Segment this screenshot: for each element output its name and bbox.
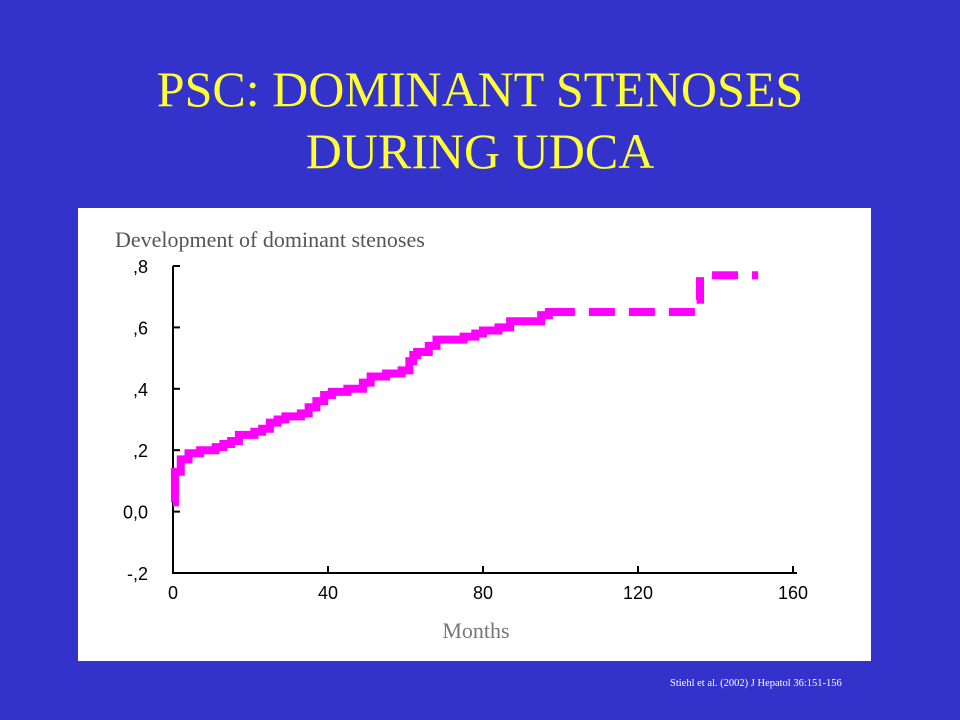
y-tick-label: -,2 [127,564,148,584]
y-tick-label: ,4 [133,380,148,400]
y-tick-label: ,8 [133,257,148,277]
x-tick-label: 160 [778,583,808,603]
x-axis-label: Months [442,618,509,643]
chart-panel: Development of dominant stenoses Months … [78,208,871,661]
y-tick-label: ,2 [133,441,148,461]
series-line-solid [170,308,569,507]
slide-title-line-2: DURING UDCA [305,123,655,179]
series-line-dashed [548,271,759,317]
y-tick-label: 0,0 [123,503,148,523]
slide-title-line-1: PSC: DOMINANT STENOSES [156,61,804,117]
chart-svg: Development of dominant stenoses Months … [115,227,808,643]
x-tick-label: 80 [473,583,493,603]
chart-series [170,271,759,507]
chart-title: Development of dominant stenoses [115,227,425,252]
chart-axes: -,2 0,0 ,2 ,4 ,6 ,8 0 40 80 120 160 [123,257,808,603]
x-tick-label: 120 [623,583,653,603]
citation: Stiehl et al. (2002) J Hepatol 36:151-15… [670,678,842,689]
x-tick-label: 0 [168,583,178,603]
slide-title: PSC: DOMINANT STENOSES DURING UDCA [0,58,960,182]
y-tick-label: ,6 [133,318,148,338]
x-tick-label: 40 [318,583,338,603]
